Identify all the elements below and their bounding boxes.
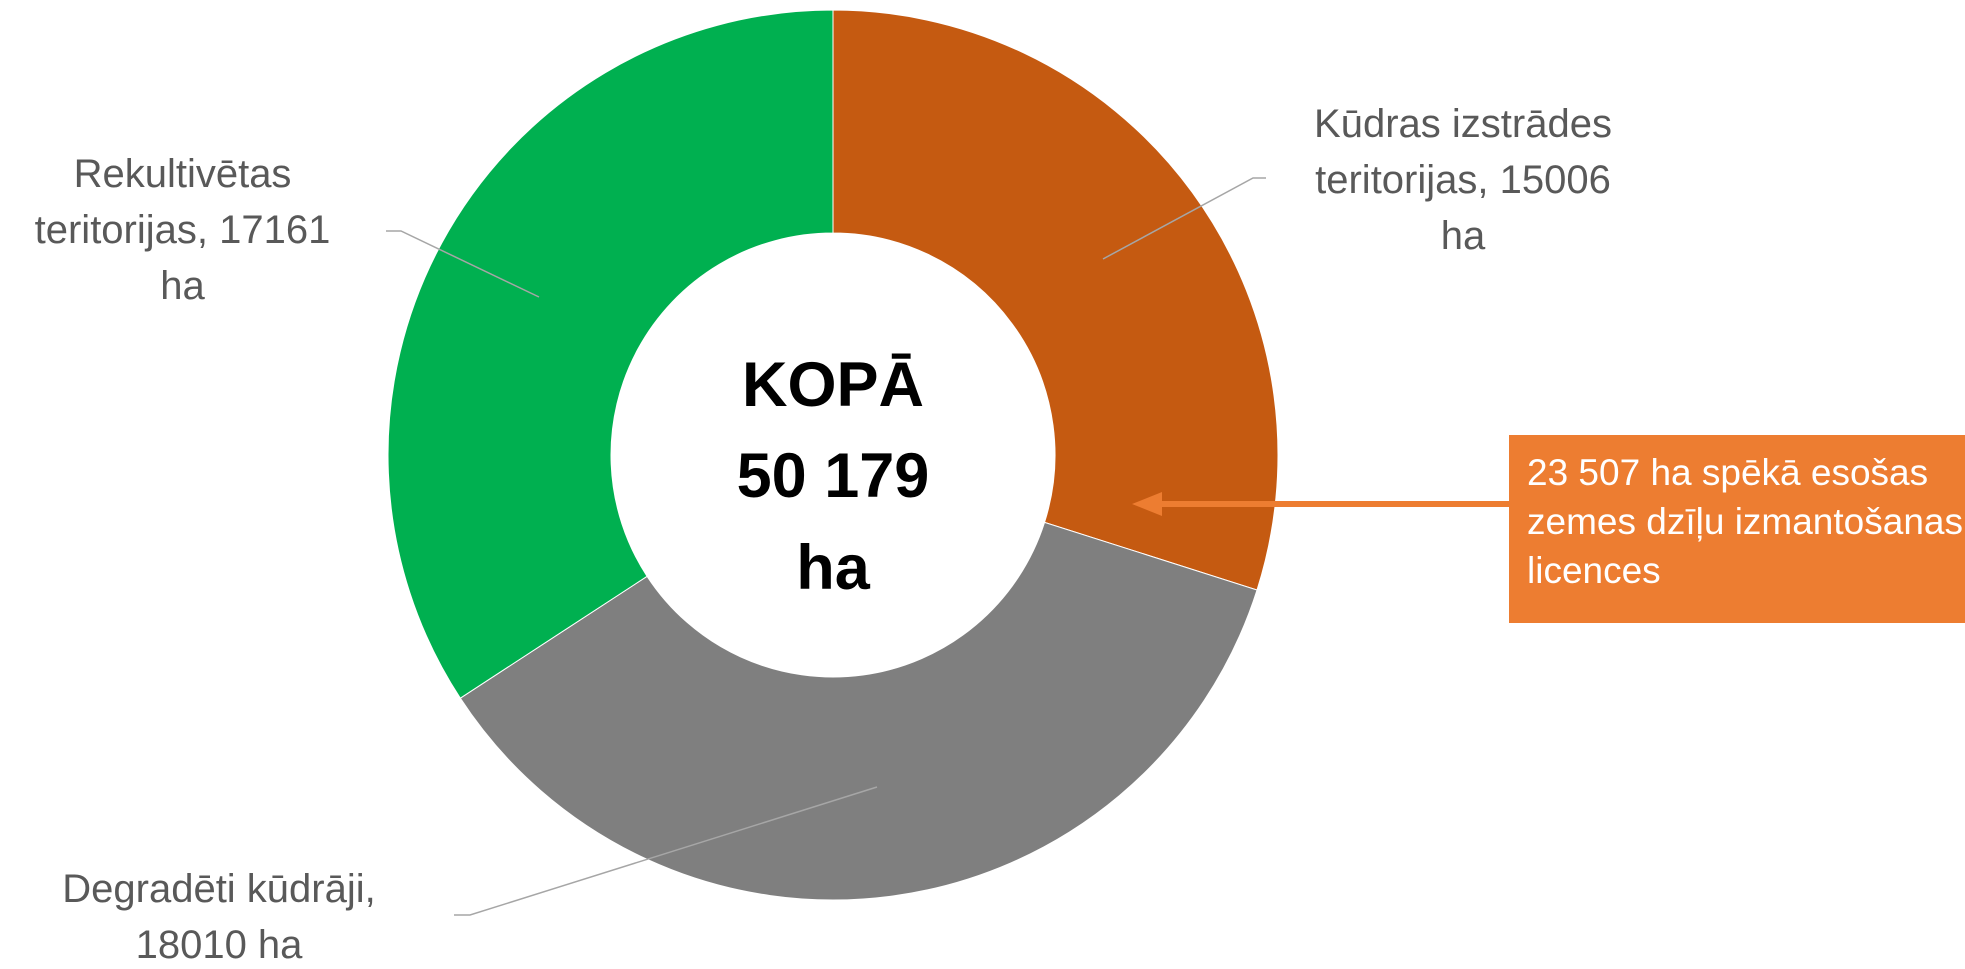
leader-line [1102,177,1266,260]
donut-slice [459,521,1258,901]
arrow-head [1132,492,1162,516]
leader-line [386,230,540,298]
annotation: 23 507 ha spēkā esošas zemes dzīļu izman… [1509,435,1965,623]
center-label: KOPĀ 50 179 ha [736,350,930,603]
leader-line [454,786,878,916]
data-label: Kūdras izstrādes teritorijas, 15006 ha [1314,102,1612,258]
donut-slice [387,9,834,699]
data-label: Degradēti kūdrāji, 18010 ha [62,867,376,967]
data-label: Rekultivētas teritorijas, 17161 ha [34,152,331,308]
